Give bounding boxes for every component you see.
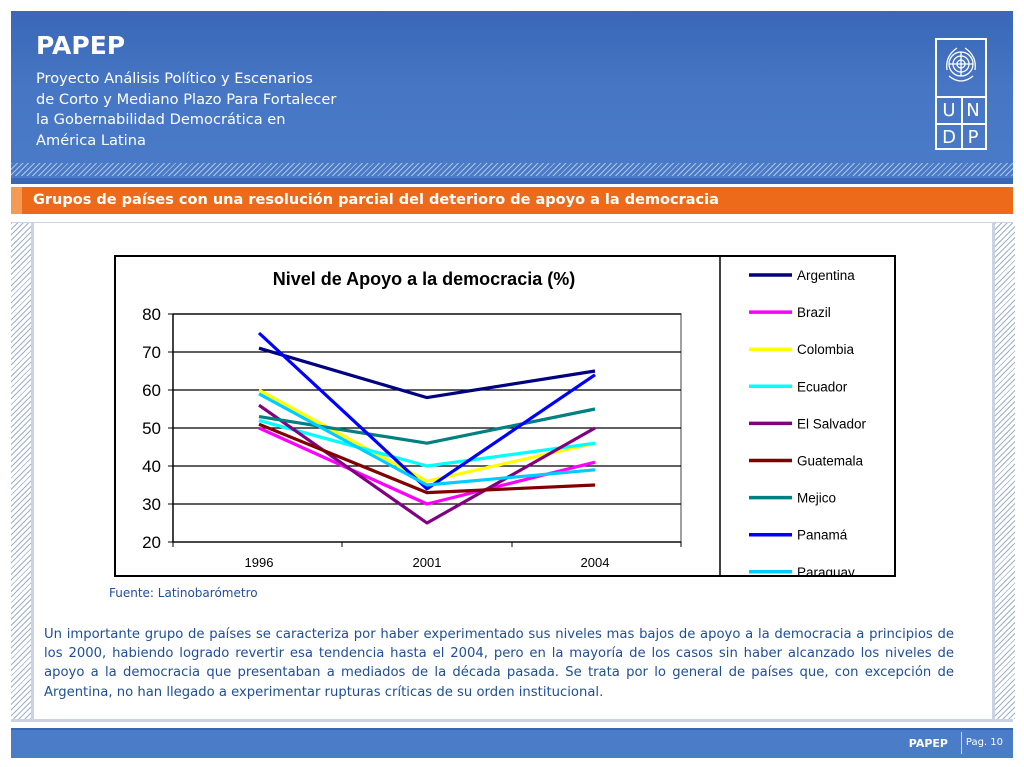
source-note: Fuente: Latinobarómetro	[109, 586, 258, 600]
line-chart: Nivel de Apoyo a la democracia (%) 20 30 40…	[142, 257, 867, 575]
footer-top-stripe	[11, 728, 1013, 730]
series-line-panam-	[257, 331, 596, 491]
content-top-divider	[11, 222, 1013, 223]
chart-container: Nivel de Apoyo a la democracia (%) 20 30 40…	[114, 255, 896, 577]
logo-letter-p: P	[967, 127, 979, 148]
series-line-guatemala	[258, 422, 596, 495]
x-tick-label: 2001	[413, 555, 442, 570]
project-subtitle: Proyecto Análisis Político y Escenarios …	[36, 70, 337, 149]
footer-separator	[961, 732, 962, 754]
legend-label: Brazil	[797, 305, 831, 320]
logo-letter-u: U	[937, 98, 963, 125]
y-tick-label: 40	[142, 457, 161, 476]
header-hatch-stripe	[11, 163, 1013, 176]
legend-label: Panamá	[797, 528, 848, 543]
y-tick-label: 30	[142, 495, 161, 514]
legend-label: Colombia	[797, 342, 855, 357]
y-tick-label: 20	[142, 533, 161, 552]
y-tick-label: 60	[142, 381, 161, 400]
section-title: Grupos de países con una resolución parc…	[11, 187, 1013, 214]
x-tick-label: 2004	[581, 555, 610, 570]
y-tick-label: 80	[142, 305, 161, 324]
page-number: Pag. 10	[965, 737, 1003, 748]
series-line-paraguay	[258, 392, 596, 487]
description-paragraph: Un importante grupo de países se caracte…	[44, 627, 954, 700]
header-banner: PAPEP Proyecto Análisis Político y Escen…	[11, 11, 1013, 184]
y-tick-label: 70	[142, 343, 161, 362]
logo-letter-d: D	[937, 125, 963, 150]
series-line-argentina	[258, 346, 596, 400]
logo-letter-n: N	[961, 98, 985, 125]
brand-title: PAPEP	[36, 31, 126, 60]
un-emblem-icon	[937, 40, 985, 98]
right-hatch-border	[992, 223, 1015, 719]
legend-label: Mejico	[797, 491, 836, 506]
left-hatch-border	[11, 223, 34, 719]
footer-brand: PAPEP	[908, 737, 948, 750]
chart-title: Nivel de Apoyo a la democracia (%)	[273, 269, 575, 289]
header-bottom-line	[11, 178, 1013, 184]
footer-bar: PAPEP Pag. 10	[11, 728, 1013, 758]
legend-label: Guatemala	[797, 454, 864, 469]
y-tick-label: 50	[142, 419, 161, 438]
legend-label: Paraguay	[797, 565, 855, 575]
legend-label: El Salvador	[797, 416, 867, 431]
x-tick-label: 1996	[245, 555, 274, 570]
legend-label: Ecuador	[797, 379, 848, 394]
series-line-el-salvador	[258, 403, 596, 525]
series-line-ecuador	[258, 418, 596, 468]
content-bottom-divider	[11, 719, 1013, 722]
legend-label: Argentina	[797, 268, 855, 283]
series-line-colombia	[258, 388, 596, 483]
undp-logo: U N D P	[935, 38, 987, 150]
